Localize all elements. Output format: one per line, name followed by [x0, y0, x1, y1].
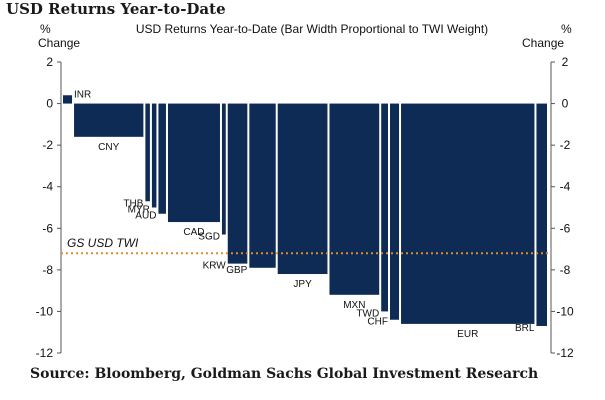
category-label-mxn: MXN [343, 300, 365, 311]
category-label-eur: EUR [457, 329, 478, 340]
y-axis-label-left-title: Change [38, 36, 80, 50]
bar-sgd [221, 103, 226, 235]
bar-cad [167, 103, 220, 223]
page-title: USD Returns Year-to-Date [6, 0, 226, 18]
y-tick-label-right: -6 [560, 221, 571, 235]
y-tick-label-left: 0 [46, 97, 53, 111]
category-label-gbp: GBP [226, 265, 247, 276]
category-label-krw: KRW [203, 261, 227, 272]
category-label-cad: CAD [183, 227, 204, 238]
reference-line-label: GS USD TWI [67, 236, 139, 250]
y-axis-label-left-unit: % [40, 22, 51, 36]
y-tick-label-right: -8 [560, 263, 571, 277]
y-tick-label-left: -2 [42, 138, 53, 152]
y-tick-label-left: -10 [36, 304, 54, 318]
y-tick-label-left: 2 [46, 55, 53, 69]
bar-krw [227, 103, 248, 264]
bar-gbp [249, 103, 276, 268]
category-label-brl: BRL [515, 323, 535, 334]
category-label-cny: CNY [98, 142, 119, 153]
bar-cny [74, 103, 144, 137]
category-label-thb: THB [123, 198, 143, 209]
y-tick-label-left: -6 [42, 221, 53, 235]
y-tick-label-right: -4 [560, 180, 571, 194]
bar-mxn [329, 103, 380, 295]
y-axis-label-right-title: Change [522, 36, 564, 50]
y-tick-label-right: -2 [560, 138, 571, 152]
category-label-sgd: SGD [198, 232, 220, 243]
y-tick-label-left: -12 [36, 346, 54, 360]
chart-title: USD Returns Year-to-Date (Bar Width Prop… [136, 22, 488, 36]
y-tick-label-right: 0 [562, 97, 569, 111]
bar-thb [145, 103, 150, 202]
bar-eur [401, 103, 535, 324]
bar-jpy [277, 103, 328, 275]
category-label-twd: TWD [356, 308, 379, 319]
category-label-myr: MYR [128, 205, 150, 216]
y-tick-label-right: -12 [556, 346, 574, 360]
category-label-inr: INR [74, 89, 91, 100]
y-tick-label-left: -8 [42, 263, 53, 277]
bar-inr [63, 95, 73, 104]
bar-brl [536, 103, 547, 326]
y-tick-label-left: -4 [42, 180, 53, 194]
category-label-chf: CHF [367, 317, 388, 328]
bar-aud [158, 103, 166, 214]
category-label-jpy: JPY [293, 279, 312, 290]
y-axis-label-right-unit: % [561, 22, 572, 36]
bar-chf [389, 103, 400, 320]
y-tick-label-right: -10 [556, 304, 574, 318]
source-note: Source: Bloomberg, Goldman Sachs Global … [30, 366, 539, 382]
category-label-aud: AUD [135, 211, 156, 222]
bar-twd [381, 103, 388, 312]
bar-myr [151, 103, 157, 208]
y-tick-label-right: 2 [562, 55, 569, 69]
